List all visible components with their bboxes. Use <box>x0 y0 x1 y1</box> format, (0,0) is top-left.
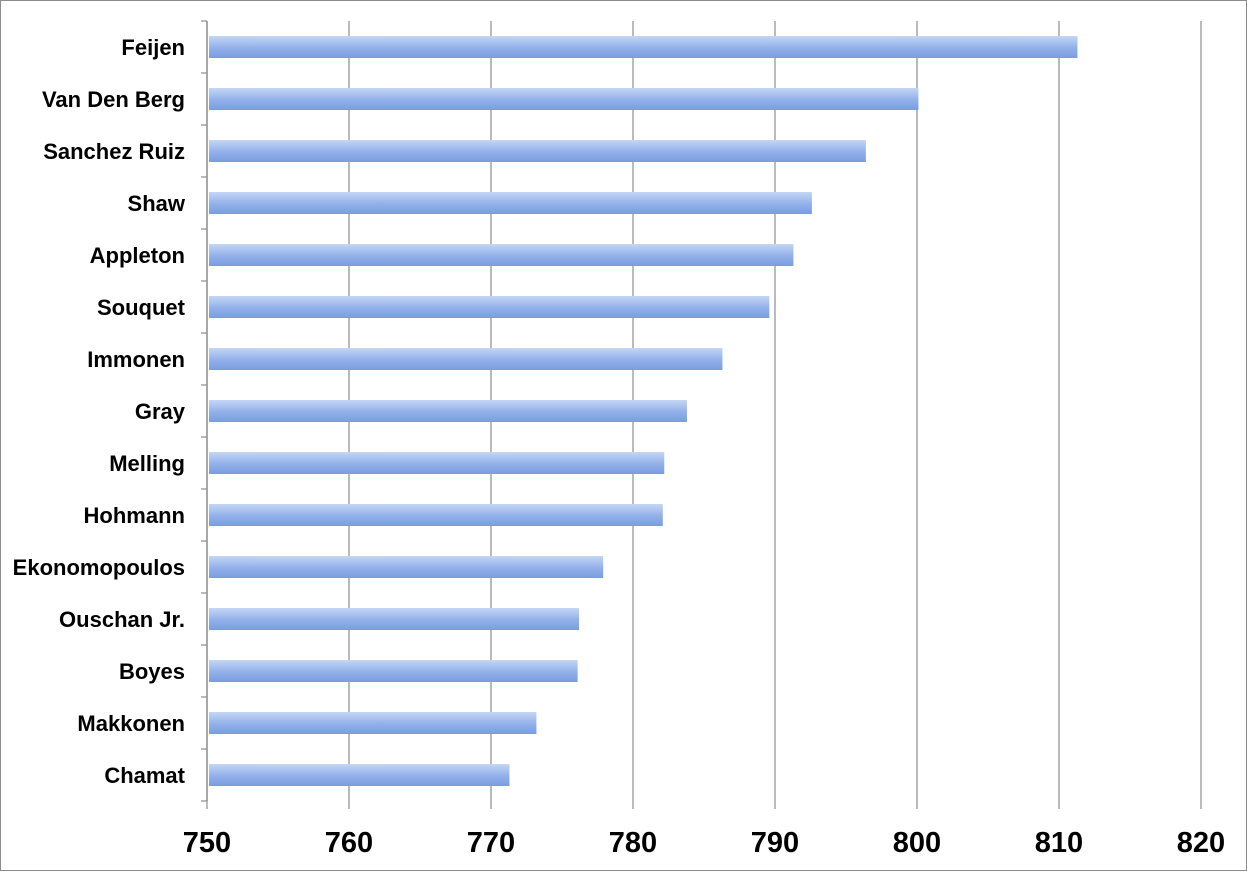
category-label: Makkonen <box>77 711 185 736</box>
bar <box>209 764 510 786</box>
bar <box>209 504 663 526</box>
category-label: Shaw <box>128 191 186 216</box>
x-tick-label: 810 <box>1035 827 1083 859</box>
category-label: Ekonomopoulos <box>13 555 185 580</box>
category-label: Melling <box>109 451 185 476</box>
bar <box>209 244 794 266</box>
category-label: Immonen <box>87 347 185 372</box>
bar <box>209 556 604 578</box>
x-tick-label: 760 <box>325 827 373 859</box>
category-label: Feijen <box>121 35 185 60</box>
bar <box>209 192 812 214</box>
bar <box>209 348 723 370</box>
category-label: Souquet <box>97 295 186 320</box>
category-label: Boyes <box>119 659 185 684</box>
x-tick-label: 770 <box>467 827 515 859</box>
bar <box>209 400 687 422</box>
x-tick-label: 820 <box>1177 827 1225 859</box>
bar <box>209 452 665 474</box>
bar <box>209 88 919 110</box>
category-label: Gray <box>135 399 186 424</box>
bar <box>209 296 770 318</box>
x-tick-label: 750 <box>183 827 231 859</box>
category-label: Chamat <box>104 763 185 788</box>
category-label: Van Den Berg <box>42 87 185 112</box>
bar <box>209 140 866 162</box>
bar <box>209 660 578 682</box>
bar <box>209 36 1078 58</box>
x-tick-label: 790 <box>751 827 799 859</box>
category-label: Sanchez Ruiz <box>43 139 185 164</box>
bar <box>209 712 537 734</box>
x-tick-label: 800 <box>893 827 941 859</box>
category-label: Hohmann <box>84 503 185 528</box>
category-label: Appleton <box>90 243 185 268</box>
category-label: Ouschan Jr. <box>59 607 185 632</box>
x-tick-label: 780 <box>609 827 657 859</box>
bar <box>209 608 580 630</box>
